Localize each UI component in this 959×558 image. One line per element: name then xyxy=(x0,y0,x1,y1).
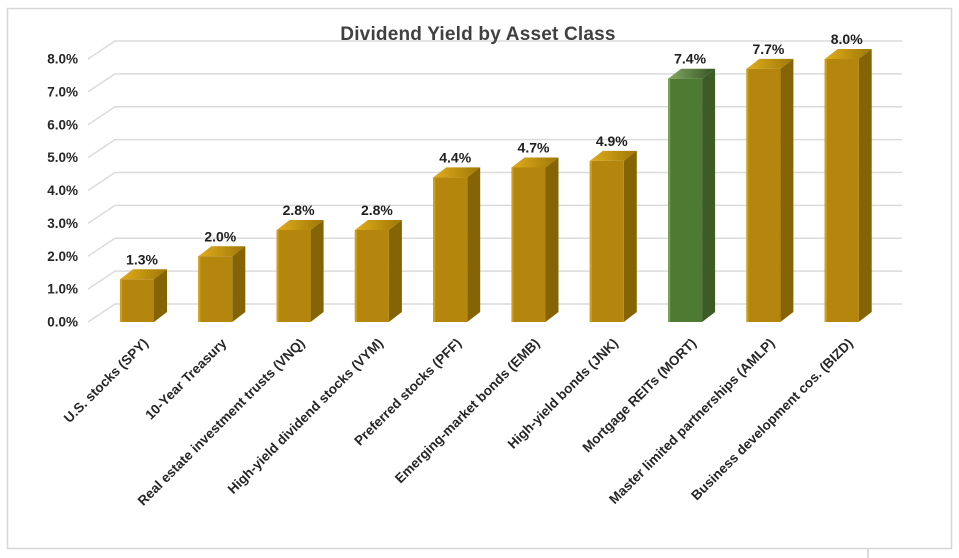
bar-side-face xyxy=(388,219,402,322)
bar-top-face xyxy=(120,269,167,280)
value-label: 7.7% xyxy=(752,41,784,57)
bar-top-face xyxy=(433,167,481,178)
bar-top-face xyxy=(589,150,637,161)
bar-top-face xyxy=(354,219,402,230)
bar-emerging-market-bonds-emb[interactable] xyxy=(511,157,559,322)
bar-side-face xyxy=(780,58,794,323)
bar-front-face xyxy=(120,279,154,322)
bar-real-estate-investment-trusts-vnq[interactable] xyxy=(276,219,324,322)
bar-side-face xyxy=(545,157,559,322)
value-label: 2.0% xyxy=(204,228,236,244)
gridline xyxy=(87,270,902,290)
y-tick-label: 8.0% xyxy=(47,52,78,67)
gridline xyxy=(87,73,902,93)
bar-front-face xyxy=(589,160,624,322)
bar-front-face xyxy=(433,177,468,322)
bar-top-face xyxy=(824,49,872,59)
bar-top-face xyxy=(198,246,246,257)
bar-10-year-treasury[interactable] xyxy=(198,246,246,322)
gridline xyxy=(87,138,902,159)
bar-high-yield-dividend-stocks-vym[interactable] xyxy=(354,219,402,322)
bar-business-development-cos-bizd[interactable] xyxy=(824,49,872,322)
y-tick-label: 5.0% xyxy=(47,150,78,165)
bar-side-face xyxy=(154,269,167,322)
bar-top-face xyxy=(276,219,324,230)
value-label: 8.0% xyxy=(831,31,863,47)
bar-side-face xyxy=(232,246,246,322)
bar-top-face xyxy=(511,157,559,168)
gridline xyxy=(87,40,902,60)
bar-front-face xyxy=(354,229,389,322)
y-tick-label: 7.0% xyxy=(47,84,78,99)
bar-mortgage-reits-mort[interactable] xyxy=(667,68,716,322)
bar-side-face xyxy=(310,219,324,322)
gridline xyxy=(87,204,902,224)
y-tick-label: 1.0% xyxy=(47,282,78,297)
bar-side-face xyxy=(467,167,481,322)
bar-high-yield-bonds-jnk[interactable] xyxy=(589,150,637,322)
gridline xyxy=(87,303,902,323)
value-label: 4.7% xyxy=(518,139,550,155)
bar-master-limited-partnerships-amlp[interactable] xyxy=(746,58,794,323)
bar-u-s-stocks-spy[interactable] xyxy=(119,269,167,322)
value-label: 1.3% xyxy=(126,251,158,267)
gridline xyxy=(87,237,902,257)
y-tick-label: 2.0% xyxy=(47,249,78,264)
value-label: 4.4% xyxy=(439,149,471,165)
y-tick-label: 3.0% xyxy=(47,216,78,231)
bar-front-face xyxy=(511,167,546,322)
bar-preferred-stocks-pff[interactable] xyxy=(433,167,481,322)
bar-side-face xyxy=(623,150,637,322)
gridline xyxy=(87,171,902,192)
value-label: 7.4% xyxy=(674,51,706,67)
bar-front-face xyxy=(668,78,703,322)
gridline xyxy=(87,106,902,126)
bar-side-face xyxy=(702,68,716,322)
bar-side-face xyxy=(858,49,872,322)
y-tick-label: 6.0% xyxy=(47,117,78,132)
bar-front-face xyxy=(824,59,859,322)
value-label: 2.8% xyxy=(283,202,315,218)
y-tick-label: 0.0% xyxy=(47,315,78,330)
chart-title: Dividend Yield by Asset Class xyxy=(340,24,615,45)
bar-front-face xyxy=(198,256,233,322)
bar-top-face xyxy=(746,58,794,69)
y-tick-label: 4.0% xyxy=(47,183,78,198)
bar-front-face xyxy=(276,229,311,322)
bar-top-face xyxy=(668,68,716,79)
value-label: 2.8% xyxy=(361,202,393,218)
bar-front-face xyxy=(746,68,781,322)
value-label: 4.9% xyxy=(596,133,628,149)
